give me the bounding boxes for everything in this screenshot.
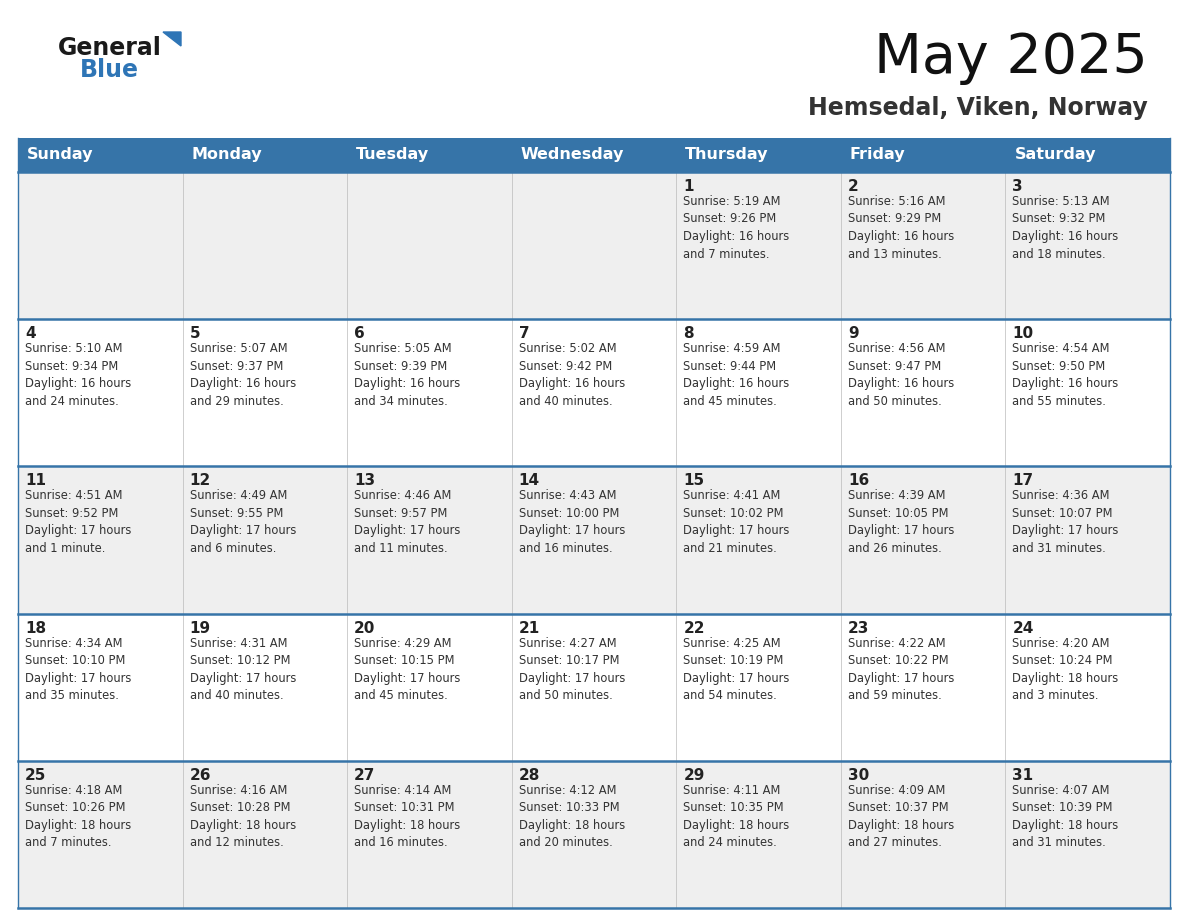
- Text: Sunrise: 4:46 AM
Sunset: 9:57 PM
Daylight: 17 hours
and 11 minutes.: Sunrise: 4:46 AM Sunset: 9:57 PM Dayligh…: [354, 489, 461, 554]
- Text: Sunrise: 5:02 AM
Sunset: 9:42 PM
Daylight: 16 hours
and 40 minutes.: Sunrise: 5:02 AM Sunset: 9:42 PM Dayligh…: [519, 342, 625, 408]
- Text: Sunrise: 4:18 AM
Sunset: 10:26 PM
Daylight: 18 hours
and 7 minutes.: Sunrise: 4:18 AM Sunset: 10:26 PM Daylig…: [25, 784, 131, 849]
- Bar: [18, 613, 1170, 761]
- Text: 31: 31: [1012, 767, 1034, 783]
- Text: 22: 22: [683, 621, 704, 635]
- Text: Sunrise: 4:34 AM
Sunset: 10:10 PM
Daylight: 17 hours
and 35 minutes.: Sunrise: 4:34 AM Sunset: 10:10 PM Daylig…: [25, 636, 132, 702]
- Text: 28: 28: [519, 767, 541, 783]
- Text: Sunrise: 4:54 AM
Sunset: 9:50 PM
Daylight: 16 hours
and 55 minutes.: Sunrise: 4:54 AM Sunset: 9:50 PM Dayligh…: [1012, 342, 1119, 408]
- Text: 13: 13: [354, 474, 375, 488]
- Text: Sunrise: 4:14 AM
Sunset: 10:31 PM
Daylight: 18 hours
and 16 minutes.: Sunrise: 4:14 AM Sunset: 10:31 PM Daylig…: [354, 784, 461, 849]
- Text: Sunrise: 4:43 AM
Sunset: 10:00 PM
Daylight: 17 hours
and 16 minutes.: Sunrise: 4:43 AM Sunset: 10:00 PM Daylig…: [519, 489, 625, 554]
- Bar: [18, 319, 1170, 466]
- Text: 1: 1: [683, 179, 694, 194]
- Text: May 2025: May 2025: [874, 31, 1148, 85]
- Text: 6: 6: [354, 326, 365, 341]
- Text: Sunrise: 5:05 AM
Sunset: 9:39 PM
Daylight: 16 hours
and 34 minutes.: Sunrise: 5:05 AM Sunset: 9:39 PM Dayligh…: [354, 342, 461, 408]
- Text: 10: 10: [1012, 326, 1034, 341]
- Text: Thursday: Thursday: [685, 148, 769, 162]
- Text: Sunrise: 4:56 AM
Sunset: 9:47 PM
Daylight: 16 hours
and 50 minutes.: Sunrise: 4:56 AM Sunset: 9:47 PM Dayligh…: [848, 342, 954, 408]
- Text: Sunrise: 4:36 AM
Sunset: 10:07 PM
Daylight: 17 hours
and 31 minutes.: Sunrise: 4:36 AM Sunset: 10:07 PM Daylig…: [1012, 489, 1119, 554]
- Text: Monday: Monday: [191, 148, 263, 162]
- Text: Sunrise: 5:10 AM
Sunset: 9:34 PM
Daylight: 16 hours
and 24 minutes.: Sunrise: 5:10 AM Sunset: 9:34 PM Dayligh…: [25, 342, 131, 408]
- Text: 2: 2: [848, 179, 859, 194]
- Text: Sunrise: 5:07 AM
Sunset: 9:37 PM
Daylight: 16 hours
and 29 minutes.: Sunrise: 5:07 AM Sunset: 9:37 PM Dayligh…: [190, 342, 296, 408]
- Text: Friday: Friday: [849, 148, 905, 162]
- Text: Sunrise: 4:39 AM
Sunset: 10:05 PM
Daylight: 17 hours
and 26 minutes.: Sunrise: 4:39 AM Sunset: 10:05 PM Daylig…: [848, 489, 954, 554]
- Text: Saturday: Saturday: [1015, 148, 1095, 162]
- Text: Sunrise: 4:12 AM
Sunset: 10:33 PM
Daylight: 18 hours
and 20 minutes.: Sunrise: 4:12 AM Sunset: 10:33 PM Daylig…: [519, 784, 625, 849]
- Text: 17: 17: [1012, 474, 1034, 488]
- Text: 20: 20: [354, 621, 375, 635]
- Bar: [18, 138, 1170, 172]
- Bar: [18, 761, 1170, 908]
- Text: 8: 8: [683, 326, 694, 341]
- Text: 16: 16: [848, 474, 870, 488]
- Text: 18: 18: [25, 621, 46, 635]
- Text: 30: 30: [848, 767, 870, 783]
- Text: Blue: Blue: [80, 58, 139, 82]
- Text: 15: 15: [683, 474, 704, 488]
- Text: Sunrise: 5:19 AM
Sunset: 9:26 PM
Daylight: 16 hours
and 7 minutes.: Sunrise: 5:19 AM Sunset: 9:26 PM Dayligh…: [683, 195, 790, 261]
- Text: 23: 23: [848, 621, 870, 635]
- Text: 7: 7: [519, 326, 530, 341]
- Text: 25: 25: [25, 767, 46, 783]
- Text: Sunrise: 4:49 AM
Sunset: 9:55 PM
Daylight: 17 hours
and 6 minutes.: Sunrise: 4:49 AM Sunset: 9:55 PM Dayligh…: [190, 489, 296, 554]
- Text: Sunrise: 5:16 AM
Sunset: 9:29 PM
Daylight: 16 hours
and 13 minutes.: Sunrise: 5:16 AM Sunset: 9:29 PM Dayligh…: [848, 195, 954, 261]
- Text: Sunrise: 4:11 AM
Sunset: 10:35 PM
Daylight: 18 hours
and 24 minutes.: Sunrise: 4:11 AM Sunset: 10:35 PM Daylig…: [683, 784, 790, 849]
- Text: Sunrise: 4:20 AM
Sunset: 10:24 PM
Daylight: 18 hours
and 3 minutes.: Sunrise: 4:20 AM Sunset: 10:24 PM Daylig…: [1012, 636, 1119, 702]
- Text: Sunrise: 4:09 AM
Sunset: 10:37 PM
Daylight: 18 hours
and 27 minutes.: Sunrise: 4:09 AM Sunset: 10:37 PM Daylig…: [848, 784, 954, 849]
- Text: Sunrise: 5:13 AM
Sunset: 9:32 PM
Daylight: 16 hours
and 18 minutes.: Sunrise: 5:13 AM Sunset: 9:32 PM Dayligh…: [1012, 195, 1119, 261]
- Text: 14: 14: [519, 474, 539, 488]
- Text: Sunrise: 4:22 AM
Sunset: 10:22 PM
Daylight: 17 hours
and 59 minutes.: Sunrise: 4:22 AM Sunset: 10:22 PM Daylig…: [848, 636, 954, 702]
- Text: 21: 21: [519, 621, 541, 635]
- Text: Sunrise: 4:16 AM
Sunset: 10:28 PM
Daylight: 18 hours
and 12 minutes.: Sunrise: 4:16 AM Sunset: 10:28 PM Daylig…: [190, 784, 296, 849]
- Text: 26: 26: [190, 767, 211, 783]
- Text: 29: 29: [683, 767, 704, 783]
- Text: Sunrise: 4:29 AM
Sunset: 10:15 PM
Daylight: 17 hours
and 45 minutes.: Sunrise: 4:29 AM Sunset: 10:15 PM Daylig…: [354, 636, 461, 702]
- Text: Wednesday: Wednesday: [520, 148, 624, 162]
- Text: Sunrise: 4:31 AM
Sunset: 10:12 PM
Daylight: 17 hours
and 40 minutes.: Sunrise: 4:31 AM Sunset: 10:12 PM Daylig…: [190, 636, 296, 702]
- Text: Sunrise: 4:07 AM
Sunset: 10:39 PM
Daylight: 18 hours
and 31 minutes.: Sunrise: 4:07 AM Sunset: 10:39 PM Daylig…: [1012, 784, 1119, 849]
- Text: Sunrise: 4:59 AM
Sunset: 9:44 PM
Daylight: 16 hours
and 45 minutes.: Sunrise: 4:59 AM Sunset: 9:44 PM Dayligh…: [683, 342, 790, 408]
- Text: 4: 4: [25, 326, 36, 341]
- Text: 11: 11: [25, 474, 46, 488]
- Text: General: General: [58, 36, 162, 60]
- Polygon shape: [163, 32, 181, 46]
- Text: Tuesday: Tuesday: [356, 148, 429, 162]
- Text: Sunrise: 4:51 AM
Sunset: 9:52 PM
Daylight: 17 hours
and 1 minute.: Sunrise: 4:51 AM Sunset: 9:52 PM Dayligh…: [25, 489, 132, 554]
- Text: 5: 5: [190, 326, 201, 341]
- Bar: [18, 172, 1170, 319]
- Text: Sunrise: 4:27 AM
Sunset: 10:17 PM
Daylight: 17 hours
and 50 minutes.: Sunrise: 4:27 AM Sunset: 10:17 PM Daylig…: [519, 636, 625, 702]
- Text: 19: 19: [190, 621, 210, 635]
- Text: Hemsedal, Viken, Norway: Hemsedal, Viken, Norway: [808, 96, 1148, 120]
- Text: Sunrise: 4:41 AM
Sunset: 10:02 PM
Daylight: 17 hours
and 21 minutes.: Sunrise: 4:41 AM Sunset: 10:02 PM Daylig…: [683, 489, 790, 554]
- Text: 12: 12: [190, 474, 210, 488]
- Text: 3: 3: [1012, 179, 1023, 194]
- Text: 27: 27: [354, 767, 375, 783]
- Text: Sunrise: 4:25 AM
Sunset: 10:19 PM
Daylight: 17 hours
and 54 minutes.: Sunrise: 4:25 AM Sunset: 10:19 PM Daylig…: [683, 636, 790, 702]
- Text: Sunday: Sunday: [27, 148, 94, 162]
- Text: 9: 9: [848, 326, 859, 341]
- Text: 24: 24: [1012, 621, 1034, 635]
- Bar: [18, 466, 1170, 613]
